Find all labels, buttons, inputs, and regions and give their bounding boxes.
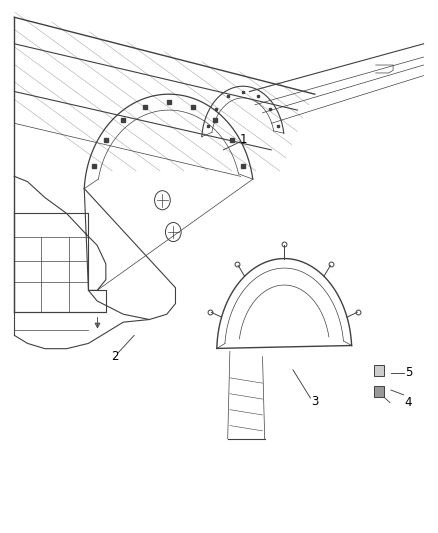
Text: 3: 3 (311, 395, 318, 408)
Text: 4: 4 (405, 396, 412, 409)
Text: 1: 1 (239, 133, 247, 146)
Bar (374, 365, 385, 376)
Text: 5: 5 (405, 366, 412, 379)
Text: 2: 2 (111, 350, 118, 363)
Bar (374, 386, 385, 398)
